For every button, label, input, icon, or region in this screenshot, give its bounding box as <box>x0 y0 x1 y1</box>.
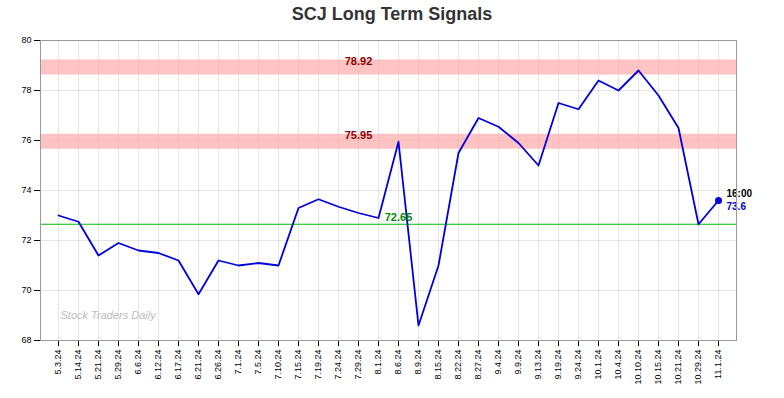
svg-text:72.65: 72.65 <box>385 211 413 223</box>
svg-text:7.29.24: 7.29.24 <box>353 350 363 380</box>
svg-text:7.19.24: 7.19.24 <box>313 350 323 380</box>
svg-text:70: 70 <box>21 285 31 295</box>
svg-text:10.15.24: 10.15.24 <box>653 350 663 385</box>
svg-text:10.10.24: 10.10.24 <box>633 350 643 385</box>
svg-text:Stock Traders Daily: Stock Traders Daily <box>61 309 158 321</box>
html-text:SCJ Long Term Signals: SCJ Long Term Signals <box>291 4 493 24</box>
svg-text:10.4.24: 10.4.24 <box>613 350 623 380</box>
svg-text:7.15.24: 7.15.24 <box>293 350 303 380</box>
svg-text:7.24.24: 7.24.24 <box>333 350 343 380</box>
svg-text:72: 72 <box>21 235 31 245</box>
svg-text:6.12.24: 6.12.24 <box>153 350 163 380</box>
svg-text:16:00: 16:00 <box>727 188 753 199</box>
svg-text:11.1.24: 11.1.24 <box>713 350 723 379</box>
svg-text:8.27.24: 8.27.24 <box>473 350 483 380</box>
svg-text:9.19.24: 9.19.24 <box>553 350 563 380</box>
svg-text:9.24.24: 9.24.24 <box>573 350 583 380</box>
svg-text:75.95: 75.95 <box>345 129 373 141</box>
svg-text:5.14.24: 5.14.24 <box>73 350 83 380</box>
svg-text:78: 78 <box>21 85 31 95</box>
svg-text:5.29.24: 5.29.24 <box>113 350 123 380</box>
svg-text:8.15.24: 8.15.24 <box>433 350 443 380</box>
svg-text:9.4.24: 9.4.24 <box>493 350 503 375</box>
svg-text:6.17.24: 6.17.24 <box>173 350 183 380</box>
svg-text:6.21.24: 6.21.24 <box>193 350 203 380</box>
svg-text:74: 74 <box>21 185 31 195</box>
svg-text:73.6: 73.6 <box>726 200 746 212</box>
svg-text:7.1.24: 7.1.24 <box>233 350 243 375</box>
svg-text:80: 80 <box>21 35 31 45</box>
svg-text:9.13.24: 9.13.24 <box>533 350 543 380</box>
svg-text:6.26.24: 6.26.24 <box>213 350 223 380</box>
svg-text:68: 68 <box>21 335 31 345</box>
svg-text:7.5.24: 7.5.24 <box>253 350 263 375</box>
svg-text:10.1.24: 10.1.24 <box>593 350 603 380</box>
svg-text:9.9.24: 9.9.24 <box>513 350 523 375</box>
svg-text:5.21.24: 5.21.24 <box>93 350 103 380</box>
svg-text:6.6.24: 6.6.24 <box>133 350 143 375</box>
svg-text:10.21.24: 10.21.24 <box>673 350 683 385</box>
svg-text:8.1.24: 8.1.24 <box>373 350 383 375</box>
svg-text:8.22.24: 8.22.24 <box>453 350 463 380</box>
svg-text:7.10.24: 7.10.24 <box>273 350 283 380</box>
svg-text:10.29.24: 10.29.24 <box>693 350 703 385</box>
svg-text:78.92: 78.92 <box>345 55 373 67</box>
svg-text:8.9.24: 8.9.24 <box>413 350 423 375</box>
svg-text:5.3.24: 5.3.24 <box>53 350 63 375</box>
svg-text:76: 76 <box>21 135 31 145</box>
svg-text:8.6.24: 8.6.24 <box>393 350 403 375</box>
